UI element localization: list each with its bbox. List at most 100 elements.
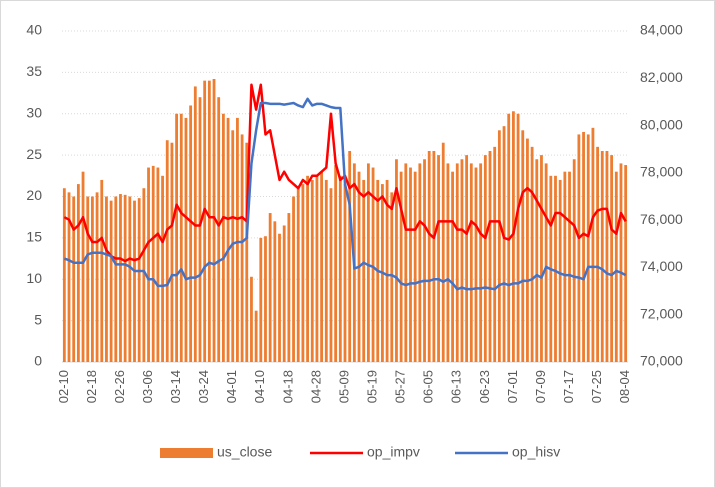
bar <box>95 192 99 362</box>
bar <box>86 196 90 362</box>
x-tick-label: 07-01 <box>505 370 520 403</box>
bar <box>273 221 277 362</box>
x-tick-label: 02-10 <box>56 370 71 403</box>
bar <box>399 171 403 362</box>
x-tick-label: 07-09 <box>533 370 548 403</box>
bar <box>497 130 501 362</box>
bar <box>217 97 221 362</box>
y2-tick-label: 84,000 <box>640 22 683 38</box>
x-tick-label: 04-10 <box>252 370 267 403</box>
bar <box>334 165 338 362</box>
y-tick-label: 10 <box>26 270 42 286</box>
x-tick-label: 07-17 <box>561 370 576 403</box>
bar <box>278 233 281 362</box>
bar <box>259 237 263 362</box>
legend-label: op_hisv <box>512 444 560 460</box>
bar <box>479 163 483 362</box>
bar <box>81 171 85 362</box>
x-tick-label: 06-05 <box>421 370 436 403</box>
bar <box>231 130 235 362</box>
bar <box>544 163 548 362</box>
x-tick-label: 06-13 <box>449 370 464 403</box>
bar <box>371 167 375 362</box>
y2-tick-label: 70,000 <box>640 353 683 369</box>
y-tick-label: 40 <box>26 22 42 38</box>
bar <box>591 127 595 362</box>
bar <box>390 192 394 362</box>
bar <box>296 188 300 362</box>
y-tick-label: 30 <box>26 104 42 120</box>
bar <box>502 126 506 362</box>
bar <box>624 165 628 362</box>
bar <box>535 159 539 362</box>
bar <box>306 175 309 362</box>
bar <box>437 155 440 362</box>
bar <box>586 134 590 362</box>
bar <box>526 138 529 362</box>
bar <box>109 200 113 362</box>
y-tick-label: 25 <box>26 146 42 162</box>
bar <box>488 150 492 362</box>
x-tick-label: 02-18 <box>84 370 99 403</box>
bar <box>558 179 562 362</box>
bar <box>264 236 267 362</box>
bar <box>366 163 370 362</box>
bar <box>226 117 230 362</box>
bar <box>287 213 291 362</box>
bar <box>554 175 557 362</box>
x-tick-label: 05-19 <box>365 370 380 403</box>
bar <box>161 175 164 362</box>
x-tick-label: 03-14 <box>168 370 183 403</box>
bar <box>455 163 459 362</box>
bar <box>72 196 76 362</box>
bar <box>128 196 132 362</box>
bar <box>100 179 104 362</box>
bar <box>395 159 398 362</box>
bar <box>207 80 211 363</box>
legend-label: op_impv <box>367 444 420 460</box>
bar <box>301 184 305 362</box>
bar <box>189 105 193 362</box>
bar <box>240 134 244 362</box>
y-tick-label: 20 <box>26 187 42 203</box>
bar <box>582 131 585 362</box>
bar <box>474 167 478 362</box>
bar <box>413 171 417 362</box>
bar <box>483 155 487 362</box>
bar <box>236 117 239 362</box>
x-tick-label: 04-28 <box>308 370 323 403</box>
x-tick-label: 03-06 <box>140 370 155 403</box>
y2-tick-label: 72,000 <box>640 305 683 321</box>
bar <box>67 192 71 362</box>
legend-swatch <box>160 448 213 458</box>
bar <box>516 113 520 362</box>
bar <box>320 171 324 362</box>
bar <box>292 196 295 362</box>
bar <box>441 142 445 362</box>
bar <box>156 167 160 362</box>
bar <box>563 171 567 362</box>
bar <box>427 150 431 362</box>
y2-tick-label: 78,000 <box>640 164 683 180</box>
bar <box>619 163 623 362</box>
bar <box>540 155 543 362</box>
legend-label: us_close <box>217 444 272 460</box>
bar <box>114 196 118 362</box>
bar <box>62 188 66 362</box>
bar <box>179 113 183 362</box>
x-tick-label: 02-26 <box>112 370 127 403</box>
bar <box>460 159 464 362</box>
x-tick-label: 06-23 <box>477 370 492 403</box>
bar <box>147 167 150 362</box>
bar <box>614 171 618 362</box>
bar <box>282 225 286 362</box>
bar <box>600 150 604 362</box>
bar <box>511 111 515 362</box>
y-tick-label: 0 <box>34 353 42 369</box>
bar <box>198 97 202 362</box>
bar <box>119 194 122 362</box>
x-tick-label: 04-01 <box>224 370 239 403</box>
bar <box>133 200 136 362</box>
bar <box>409 167 412 362</box>
